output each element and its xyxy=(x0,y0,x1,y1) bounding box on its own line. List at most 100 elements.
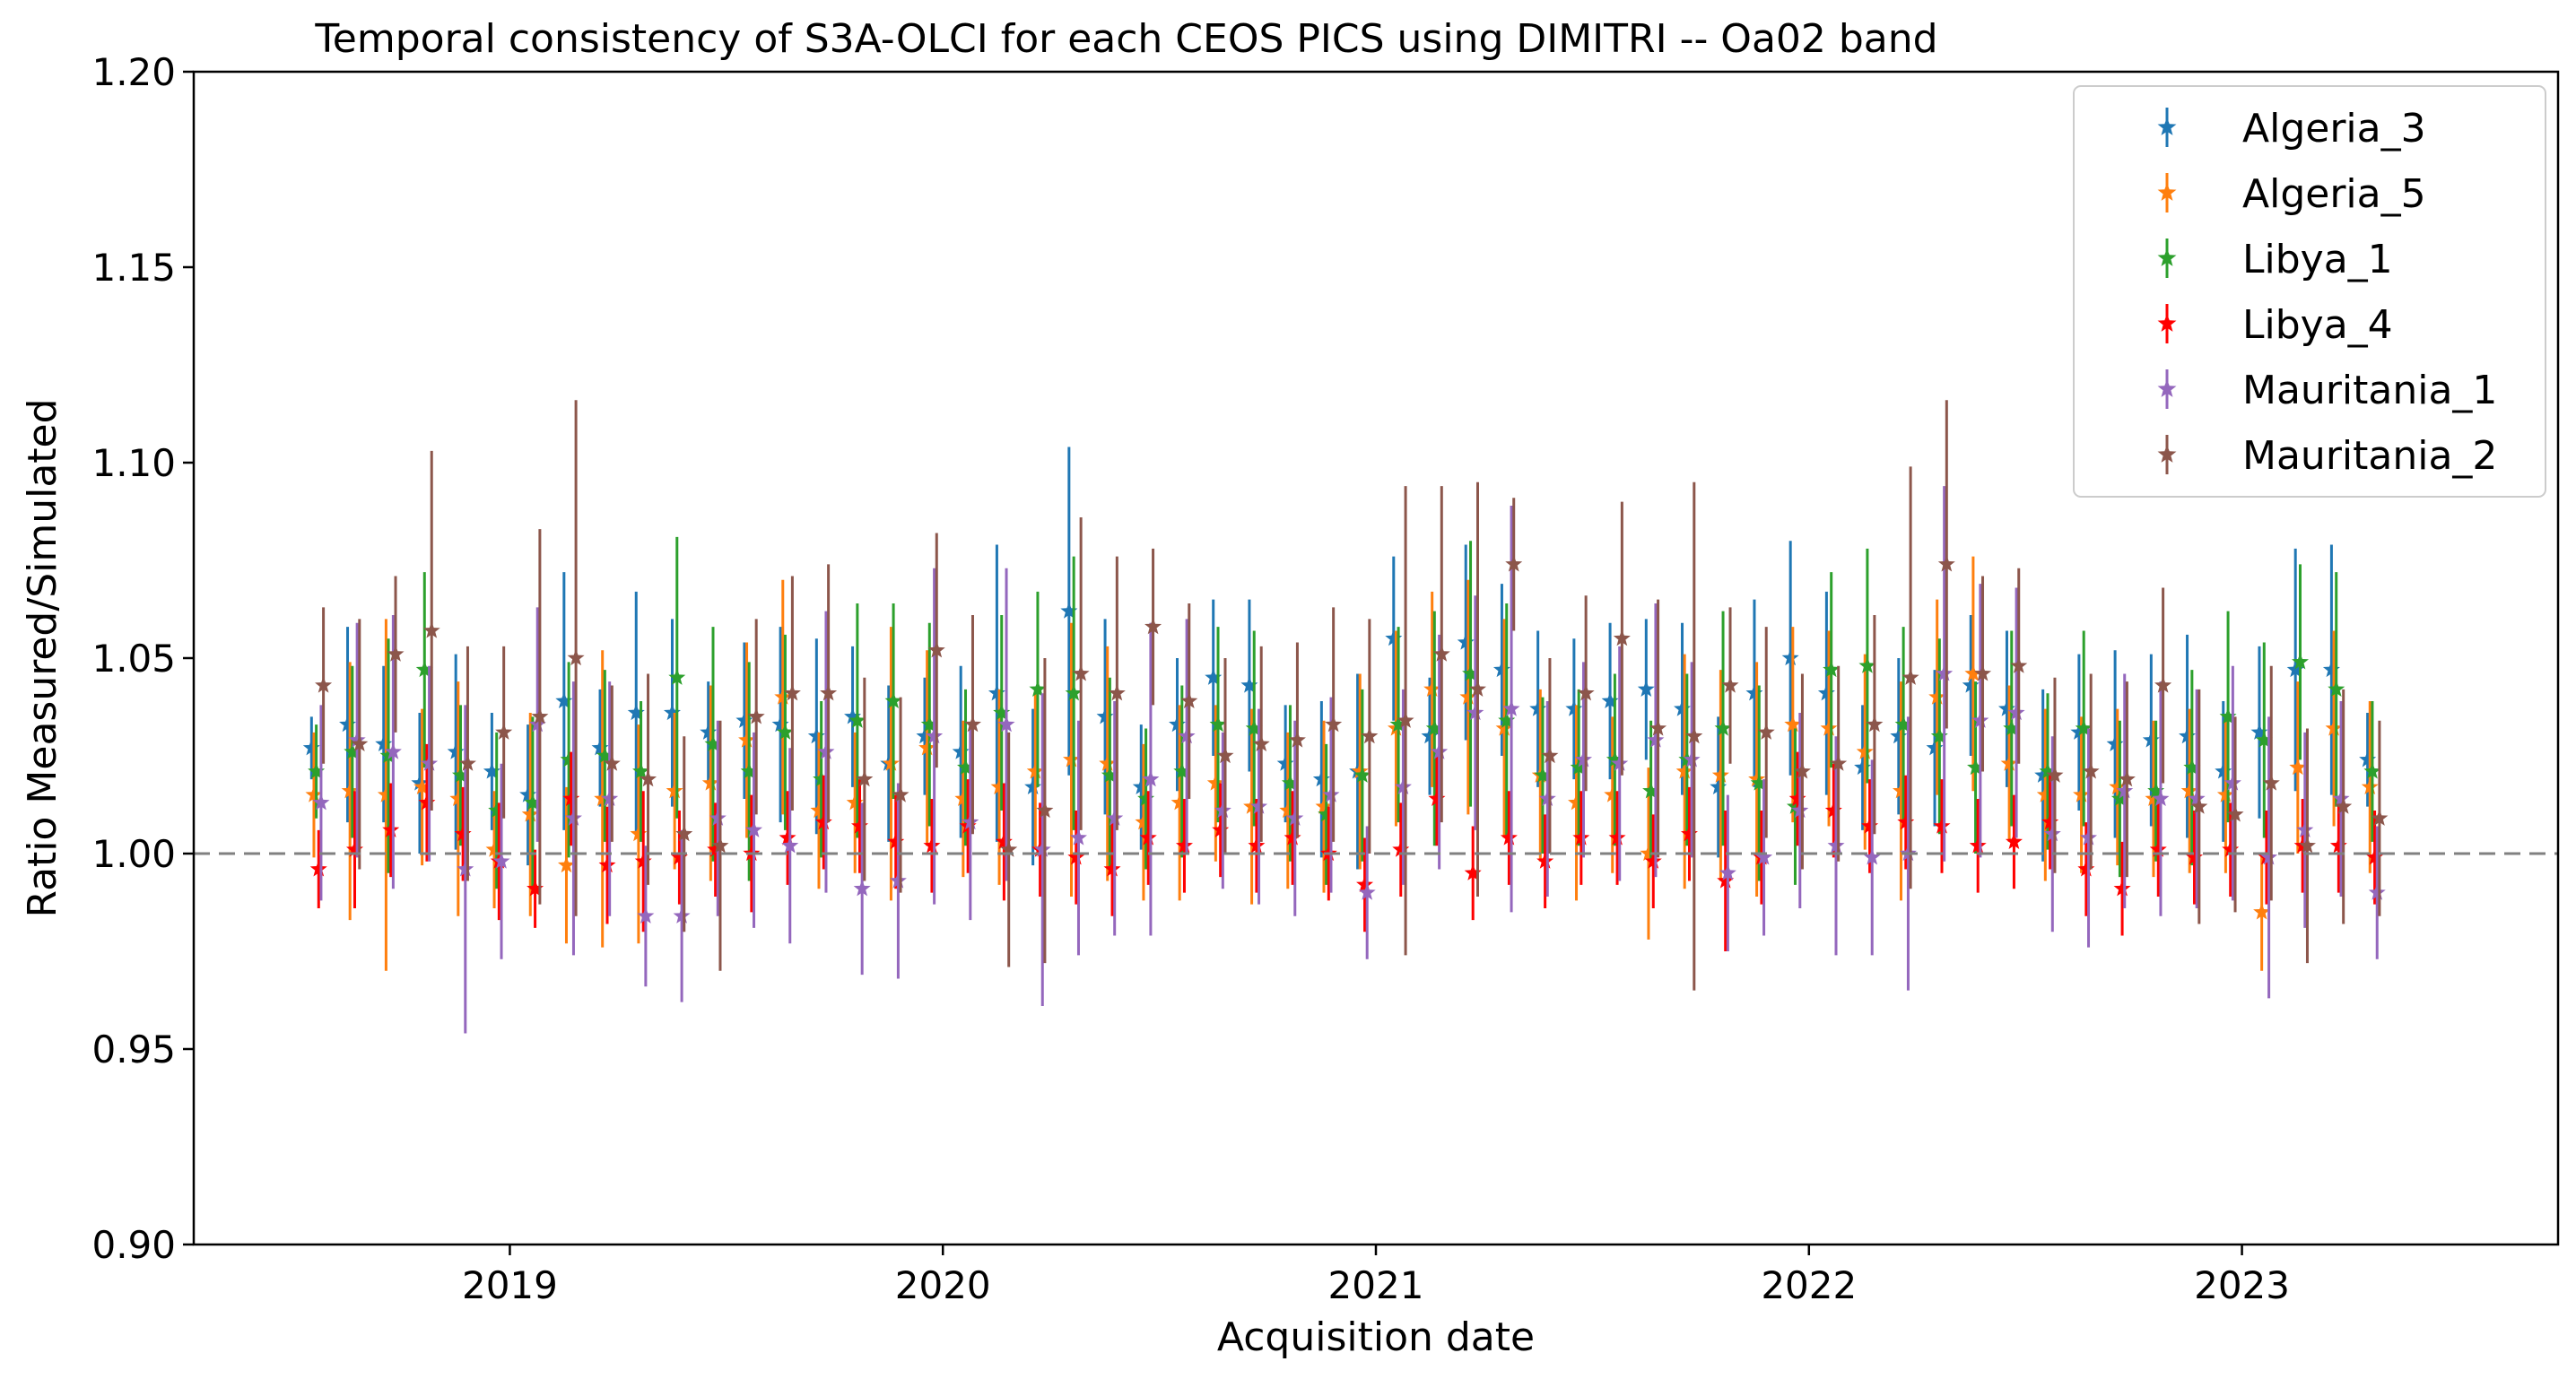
data-point xyxy=(1719,863,1736,880)
series-mauritania-2 xyxy=(315,400,2389,991)
data-point xyxy=(1036,802,1054,819)
data-point xyxy=(637,906,655,924)
data-point xyxy=(594,789,612,807)
data-point xyxy=(1101,766,1118,783)
data-point xyxy=(1750,774,1768,791)
data-point xyxy=(1830,754,1848,771)
y-tick-label: 1.10 xyxy=(91,441,176,485)
legend-marker xyxy=(2157,183,2177,201)
data-point xyxy=(1784,716,1802,733)
data-point xyxy=(1288,731,1306,748)
data-point xyxy=(2186,848,2204,865)
data-point xyxy=(1793,762,1811,779)
data-point xyxy=(1432,645,1450,662)
data-point xyxy=(1866,716,1884,733)
data-point xyxy=(1286,809,1304,826)
data-point xyxy=(413,777,431,794)
data-point xyxy=(2325,719,2343,736)
data-point xyxy=(1312,770,1330,787)
data-point xyxy=(1462,664,1480,681)
data-point xyxy=(1318,805,1336,822)
data-point xyxy=(2363,762,2381,779)
data-point xyxy=(1397,711,1414,728)
data-point xyxy=(846,794,864,811)
data-point xyxy=(2152,789,2170,807)
legend-label: Mauritania_1 xyxy=(2242,368,2497,413)
data-point xyxy=(701,774,719,791)
data-point xyxy=(382,820,400,837)
data-point xyxy=(926,727,944,744)
data-point xyxy=(1647,731,1665,748)
data-point xyxy=(1132,777,1150,794)
data-point xyxy=(377,785,395,802)
data-point xyxy=(1423,680,1441,697)
data-point xyxy=(1683,750,1701,768)
data-point xyxy=(670,848,688,865)
data-point xyxy=(1284,828,1301,846)
data-point xyxy=(995,832,1013,850)
data-point xyxy=(2298,837,2316,854)
series-algeria-5 xyxy=(305,556,2379,971)
data-point xyxy=(2003,719,2021,736)
y-axis-ticks: 0.90 0.95 1.00 1.05 1.10 1.15 1.20 xyxy=(91,50,194,1267)
data-point xyxy=(997,716,1015,733)
data-point xyxy=(1644,852,1662,869)
data-point xyxy=(348,731,366,748)
data-point xyxy=(2219,707,2237,724)
data-point xyxy=(2154,676,2172,693)
legend-marker xyxy=(2157,379,2177,397)
data-point xyxy=(1745,684,1763,701)
data-point xyxy=(1892,782,1910,799)
data-point xyxy=(1926,739,1944,756)
data-point xyxy=(1863,848,1881,865)
data-point xyxy=(1971,711,1989,728)
data-point xyxy=(1322,785,1340,802)
data-point xyxy=(1137,789,1155,807)
data-point xyxy=(963,716,981,733)
data-point xyxy=(1964,664,1982,681)
data-point xyxy=(1361,727,1379,744)
data-point xyxy=(1529,699,1547,716)
data-point xyxy=(2142,731,2160,748)
data-point xyxy=(1069,828,1087,846)
data-point xyxy=(2043,825,2061,842)
data-point xyxy=(2255,731,2273,748)
data-point xyxy=(485,840,503,857)
data-point xyxy=(711,837,729,854)
data-point xyxy=(375,734,393,752)
data-point xyxy=(892,785,909,802)
data-point xyxy=(1500,828,1518,846)
data-point xyxy=(993,704,1011,721)
data-point xyxy=(1890,727,1908,744)
data-point xyxy=(341,782,359,799)
data-point xyxy=(1505,555,1523,572)
data-point xyxy=(418,794,436,811)
y-tick-label: 0.95 xyxy=(91,1028,176,1071)
data-point xyxy=(1962,676,1980,693)
data-point xyxy=(1135,813,1153,830)
data-point xyxy=(1786,797,1804,814)
data-point xyxy=(2188,789,2206,807)
data-point xyxy=(884,691,902,709)
data-point xyxy=(1856,742,1874,759)
data-point xyxy=(1067,848,1085,865)
data-point xyxy=(344,742,361,759)
data-point xyxy=(1791,802,1809,819)
data-point xyxy=(564,809,582,826)
data-point xyxy=(2226,805,2244,822)
data-point xyxy=(916,727,934,744)
data-point xyxy=(2005,832,2023,850)
data-point xyxy=(1854,759,1872,776)
data-point xyxy=(1493,661,1510,678)
data-point xyxy=(524,794,542,811)
data-point xyxy=(954,789,972,807)
data-point xyxy=(1243,797,1261,814)
data-point xyxy=(305,785,323,802)
y-tick-label: 1.05 xyxy=(91,637,176,681)
x-tick-label: 2020 xyxy=(895,1263,991,1307)
data-point xyxy=(2328,680,2345,697)
data-point xyxy=(781,837,799,854)
data-point xyxy=(1674,699,1692,716)
data-point xyxy=(345,840,364,857)
data-point xyxy=(521,805,539,822)
